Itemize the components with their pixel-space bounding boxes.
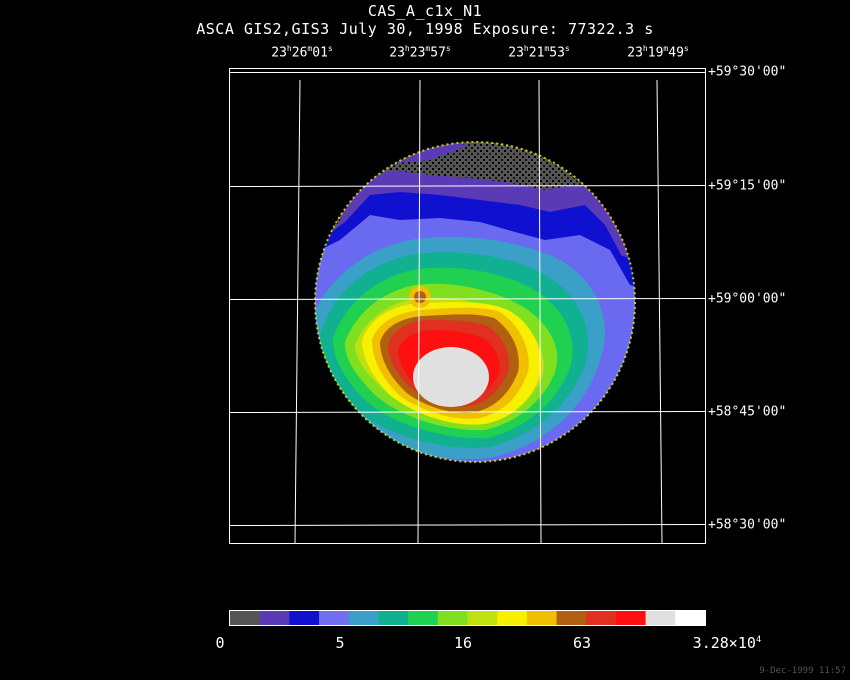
colorbar-swatch [556,611,587,625]
image-title: CAS_A_c1x_N1 [367,2,483,20]
dec-label-3: +59°00'00" [708,291,787,307]
intensity-map [315,142,635,462]
ra-label-1: 23h26m01s [271,44,333,61]
colorbar-label-1: 0 [215,634,225,652]
image-subtitle: ASCA GIS2,GIS3 July 30, 1998 Exposure: 7… [196,20,654,38]
colorbar-swatch [378,611,409,625]
dec-label-4: +58°45'00" [708,404,787,420]
colorbar-label-4: 63 [572,634,592,652]
colorbar-swatch [348,611,379,625]
coordinate-grid [228,68,707,544]
ra-label-4: 23h19m49s [627,44,689,61]
colorbar-label-2: 5 [335,634,345,652]
colorbar-swatch [437,611,468,625]
colorbar-swatch [230,611,261,625]
colorbar-swatch [645,611,676,625]
colorbar-swatch [408,611,439,625]
timestamp: 9-Dec-1999 11:57 [759,666,846,676]
colorbar-swatch [497,611,528,625]
dec-label-1: +59°30'00" [708,64,787,80]
colorbar-swatch [289,611,320,625]
ra-label-3: 23h21m53s [508,44,570,61]
colorbar-swatch [467,611,498,625]
colorbar-swatch [615,611,647,625]
colorbar-label-5: 3.28×104 [692,634,762,652]
colorbar-swatch [526,611,558,625]
colorbar-swatch [319,611,350,625]
dec-label-2: +59°15'00" [708,178,787,194]
colorbar-swatch [259,611,290,625]
colorbar-swatch [675,611,706,625]
colorbar-swatch [586,611,617,625]
dec-label-5: +58°30'00" [708,517,787,533]
colorbar [230,611,706,625]
ra-label-2: 23h23m57s [389,44,451,61]
colorbar-label-3: 16 [453,634,473,652]
